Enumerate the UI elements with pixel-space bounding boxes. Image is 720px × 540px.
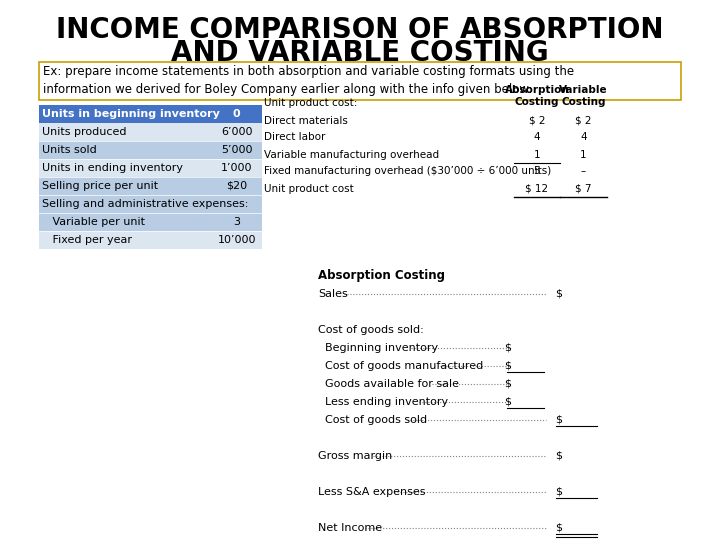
FancyBboxPatch shape bbox=[39, 177, 211, 195]
Text: Units in ending inventory: Units in ending inventory bbox=[42, 163, 184, 173]
Text: $: $ bbox=[556, 523, 562, 533]
Text: Ex: prepare income statements in both absorption and variable costing formats us: Ex: prepare income statements in both ab… bbox=[43, 64, 575, 96]
FancyBboxPatch shape bbox=[211, 213, 262, 231]
Text: Unit product cost: Unit product cost bbox=[264, 184, 354, 193]
Text: 5: 5 bbox=[534, 166, 540, 177]
Text: Absorption Costing: Absorption Costing bbox=[318, 268, 445, 281]
Text: 5’000: 5’000 bbox=[221, 145, 252, 155]
FancyBboxPatch shape bbox=[211, 231, 262, 249]
FancyBboxPatch shape bbox=[39, 231, 211, 249]
Text: Cost of goods manufactured: Cost of goods manufactured bbox=[318, 361, 483, 371]
Text: $: $ bbox=[556, 289, 562, 299]
Text: Cost of goods sold:: Cost of goods sold: bbox=[318, 325, 424, 335]
Text: Net Income: Net Income bbox=[318, 523, 382, 533]
Text: Units in beginning inventory: Units in beginning inventory bbox=[42, 109, 220, 119]
Text: $: $ bbox=[504, 397, 511, 407]
Text: INCOME COMPARISON OF ABSORPTION: INCOME COMPARISON OF ABSORPTION bbox=[56, 16, 664, 44]
FancyBboxPatch shape bbox=[211, 177, 262, 195]
Text: $: $ bbox=[504, 379, 511, 389]
Text: Units produced: Units produced bbox=[42, 127, 127, 137]
Text: 1: 1 bbox=[580, 150, 587, 159]
Text: Goods available for sale: Goods available for sale bbox=[318, 379, 459, 389]
Text: Gross margin: Gross margin bbox=[318, 451, 392, 461]
Text: Selling and administrative expenses:: Selling and administrative expenses: bbox=[42, 199, 249, 209]
Text: $: $ bbox=[556, 451, 562, 461]
Text: $ 12: $ 12 bbox=[526, 184, 549, 193]
Text: 0: 0 bbox=[233, 109, 240, 119]
Text: Variable manufacturing overhead: Variable manufacturing overhead bbox=[264, 150, 439, 159]
Text: 1’000: 1’000 bbox=[221, 163, 252, 173]
FancyBboxPatch shape bbox=[211, 141, 262, 159]
Text: Fixed manufacturing overhead ($30’000 ÷ 6’000 units): Fixed manufacturing overhead ($30’000 ÷ … bbox=[264, 166, 552, 177]
Text: $: $ bbox=[504, 361, 511, 371]
Text: 10’000: 10’000 bbox=[217, 235, 256, 245]
Text: Direct materials: Direct materials bbox=[264, 116, 348, 125]
FancyBboxPatch shape bbox=[39, 105, 211, 123]
Text: Less S&A expenses: Less S&A expenses bbox=[318, 487, 426, 497]
Text: Selling price per unit: Selling price per unit bbox=[42, 181, 158, 191]
Text: AND VARIABLE COSTING: AND VARIABLE COSTING bbox=[171, 39, 549, 67]
Text: $ 2: $ 2 bbox=[575, 116, 592, 125]
FancyBboxPatch shape bbox=[39, 213, 211, 231]
Text: 1: 1 bbox=[534, 150, 540, 159]
Text: $20: $20 bbox=[226, 181, 247, 191]
Text: $ 7: $ 7 bbox=[575, 184, 592, 193]
Text: $: $ bbox=[556, 487, 562, 497]
Text: Beginning inventory: Beginning inventory bbox=[318, 343, 438, 353]
Text: Units sold: Units sold bbox=[42, 145, 97, 155]
FancyBboxPatch shape bbox=[39, 159, 211, 177]
Text: Fixed per year: Fixed per year bbox=[42, 235, 132, 245]
Text: –: – bbox=[581, 166, 586, 177]
Text: $: $ bbox=[556, 415, 562, 425]
FancyBboxPatch shape bbox=[39, 62, 681, 100]
Text: Cost of goods sold: Cost of goods sold bbox=[318, 415, 427, 425]
FancyBboxPatch shape bbox=[211, 123, 262, 141]
Text: Absorption
Costing: Absorption Costing bbox=[505, 85, 570, 107]
FancyBboxPatch shape bbox=[211, 195, 262, 213]
Text: Less ending inventory: Less ending inventory bbox=[318, 397, 449, 407]
FancyBboxPatch shape bbox=[211, 105, 262, 123]
FancyBboxPatch shape bbox=[39, 141, 211, 159]
FancyBboxPatch shape bbox=[39, 195, 211, 213]
Text: 4: 4 bbox=[534, 132, 540, 143]
Text: Variable
Costing: Variable Costing bbox=[559, 85, 608, 107]
Text: $ 2: $ 2 bbox=[528, 116, 545, 125]
Text: 6’000: 6’000 bbox=[221, 127, 252, 137]
Text: Sales: Sales bbox=[318, 289, 348, 299]
Text: $: $ bbox=[504, 343, 511, 353]
Text: 3: 3 bbox=[233, 217, 240, 227]
Text: Unit product cost:: Unit product cost: bbox=[264, 98, 357, 109]
Text: Variable per unit: Variable per unit bbox=[42, 217, 145, 227]
FancyBboxPatch shape bbox=[211, 159, 262, 177]
Text: 4: 4 bbox=[580, 132, 587, 143]
Text: Direct labor: Direct labor bbox=[264, 132, 325, 143]
FancyBboxPatch shape bbox=[39, 123, 211, 141]
